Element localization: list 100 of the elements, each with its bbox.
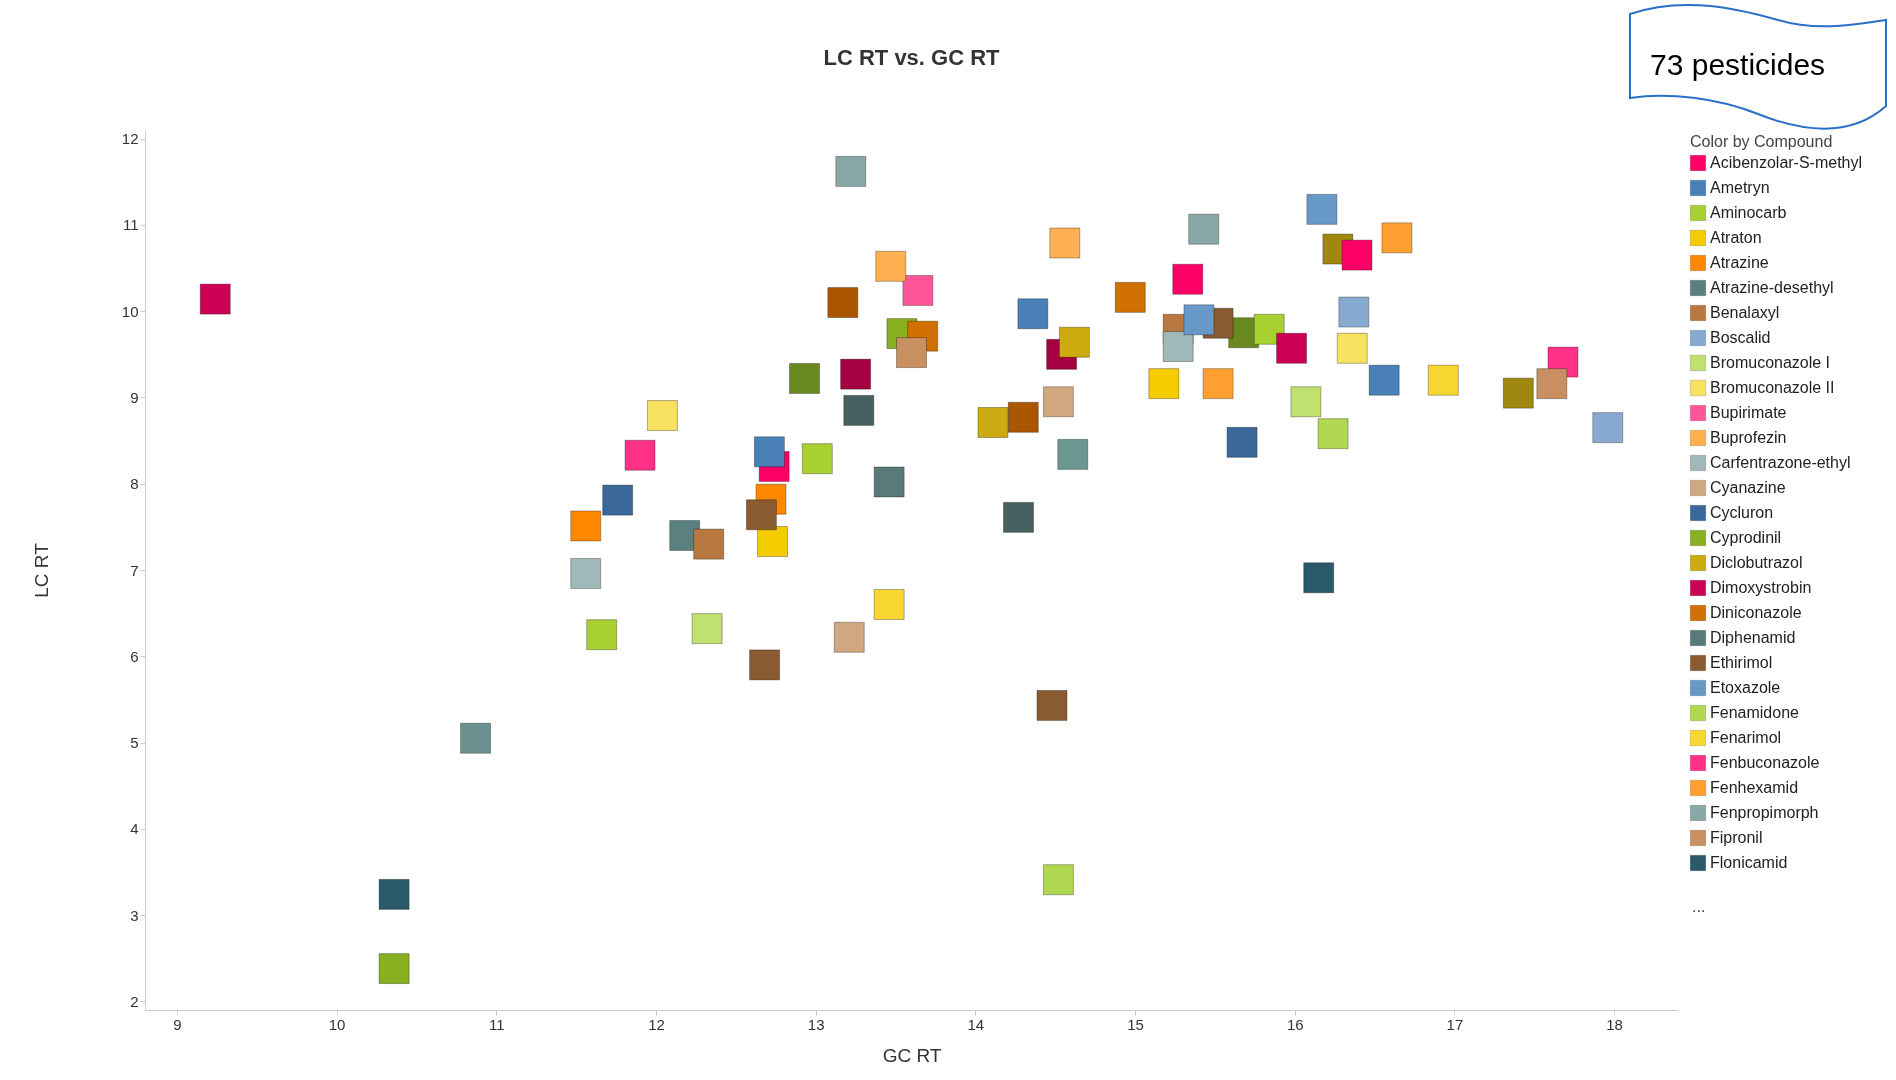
point xyxy=(570,510,602,542)
legend-label: Fenbuconazole xyxy=(1710,754,1820,771)
point xyxy=(873,466,905,498)
legend-label: Acibenzolar-S-methyl xyxy=(1710,154,1863,171)
legend-label: Buprofezin xyxy=(1710,429,1787,446)
point xyxy=(1338,296,1370,328)
x-tick-label: 9 xyxy=(173,1015,182,1033)
point xyxy=(977,406,1009,438)
point xyxy=(789,362,821,394)
point xyxy=(843,394,875,426)
point xyxy=(840,358,872,390)
point xyxy=(1162,331,1194,363)
point xyxy=(378,878,410,910)
legend-label: Cycluron xyxy=(1710,504,1774,521)
point xyxy=(745,499,777,531)
legend-label: Bupirimate xyxy=(1710,404,1787,421)
x-tick-label: 11 xyxy=(489,1015,505,1033)
legend-label: Fipronil xyxy=(1710,829,1763,846)
point xyxy=(749,649,781,681)
point xyxy=(1057,438,1089,470)
point xyxy=(1042,864,1074,896)
x-tick-label: 18 xyxy=(1606,1015,1623,1033)
legend-label: Diclobutrazol xyxy=(1710,554,1803,571)
point xyxy=(833,621,865,653)
text: ... xyxy=(1692,898,1706,915)
x-tick-label: 10 xyxy=(328,1015,346,1033)
x-tick-label: 15 xyxy=(1127,1015,1144,1033)
legend-label: Cyprodinil xyxy=(1710,529,1782,546)
legend-label: Benalaxyl xyxy=(1710,304,1780,321)
y-tick-label: 5 xyxy=(130,734,139,752)
legend-label: Diniconazole xyxy=(1710,604,1802,621)
point xyxy=(602,484,634,516)
point xyxy=(801,443,833,475)
point xyxy=(624,439,656,471)
point xyxy=(1172,263,1204,295)
y-tick-label: 9 xyxy=(130,388,139,406)
legend-label: Ethirimol xyxy=(1710,654,1773,671)
legend-label: Bromuconazole I xyxy=(1710,354,1831,371)
point xyxy=(1183,304,1215,336)
legend-label: Fenhexamid xyxy=(1710,779,1799,796)
point xyxy=(875,250,907,282)
point xyxy=(1049,227,1081,259)
y-tick-label: 8 xyxy=(130,475,139,493)
legend-label: Fenpropimorph xyxy=(1710,804,1819,821)
point xyxy=(1336,332,1368,364)
point xyxy=(753,436,785,468)
x-tick-label: 12 xyxy=(648,1015,665,1033)
point xyxy=(1427,364,1459,396)
point xyxy=(1202,368,1234,400)
point xyxy=(873,589,905,621)
point xyxy=(1276,332,1308,364)
point xyxy=(1592,412,1624,444)
x-tick-label: 16 xyxy=(1286,1015,1304,1033)
point xyxy=(586,619,618,651)
y-tick-label: 3 xyxy=(130,906,139,924)
y-axis-title: LC RT xyxy=(30,542,52,598)
point xyxy=(1381,222,1413,254)
point xyxy=(902,274,934,306)
point xyxy=(1368,364,1400,396)
point xyxy=(827,287,859,319)
point xyxy=(1058,326,1090,358)
point xyxy=(1317,418,1349,450)
point xyxy=(460,722,492,754)
y-tick-label: 10 xyxy=(121,302,139,320)
y-tick-label: 11 xyxy=(122,216,139,234)
legend-label: Etoxazole xyxy=(1710,679,1781,696)
point xyxy=(1502,377,1534,409)
legend-label: Bromuconazole II xyxy=(1710,379,1835,396)
legend-label: Diphenamid xyxy=(1710,629,1796,646)
legend-label: Atraton xyxy=(1710,229,1762,246)
chart-title: LC RT vs. GC RT xyxy=(823,45,1001,70)
legend-label: Cyanazine xyxy=(1710,479,1786,496)
legend-label: Atrazine xyxy=(1710,254,1769,271)
point xyxy=(1148,368,1180,400)
point xyxy=(1188,213,1220,245)
legend-label: Boscalid xyxy=(1710,329,1771,346)
point xyxy=(1306,193,1338,225)
point xyxy=(1007,401,1039,433)
point xyxy=(1042,386,1074,418)
legend-label: Aminocarb xyxy=(1710,204,1787,221)
point xyxy=(1536,368,1568,400)
point xyxy=(757,526,789,558)
y-tick-label: 2 xyxy=(130,992,139,1010)
point xyxy=(691,613,723,645)
point xyxy=(378,953,410,985)
x-tick-label: 17 xyxy=(1446,1015,1464,1033)
legend-label: Atrazine-desethyl xyxy=(1710,279,1834,296)
x-tick-label: 13 xyxy=(807,1015,825,1033)
legend-label: Fenamidone xyxy=(1710,704,1800,721)
legend-label: Fenarimol xyxy=(1710,729,1782,746)
point xyxy=(1341,239,1373,271)
x-axis-title: GC RT xyxy=(882,1044,942,1066)
text: 73 pesticides xyxy=(1650,48,1826,82)
point xyxy=(570,557,602,589)
point xyxy=(1017,298,1049,330)
legend-label: Ametryn xyxy=(1710,179,1770,196)
point xyxy=(693,528,725,560)
legend-title: Color by Compound xyxy=(1690,133,1833,150)
legend-label: Carfentrazone-ethyl xyxy=(1710,454,1851,471)
x-tick-label: 14 xyxy=(967,1015,985,1033)
